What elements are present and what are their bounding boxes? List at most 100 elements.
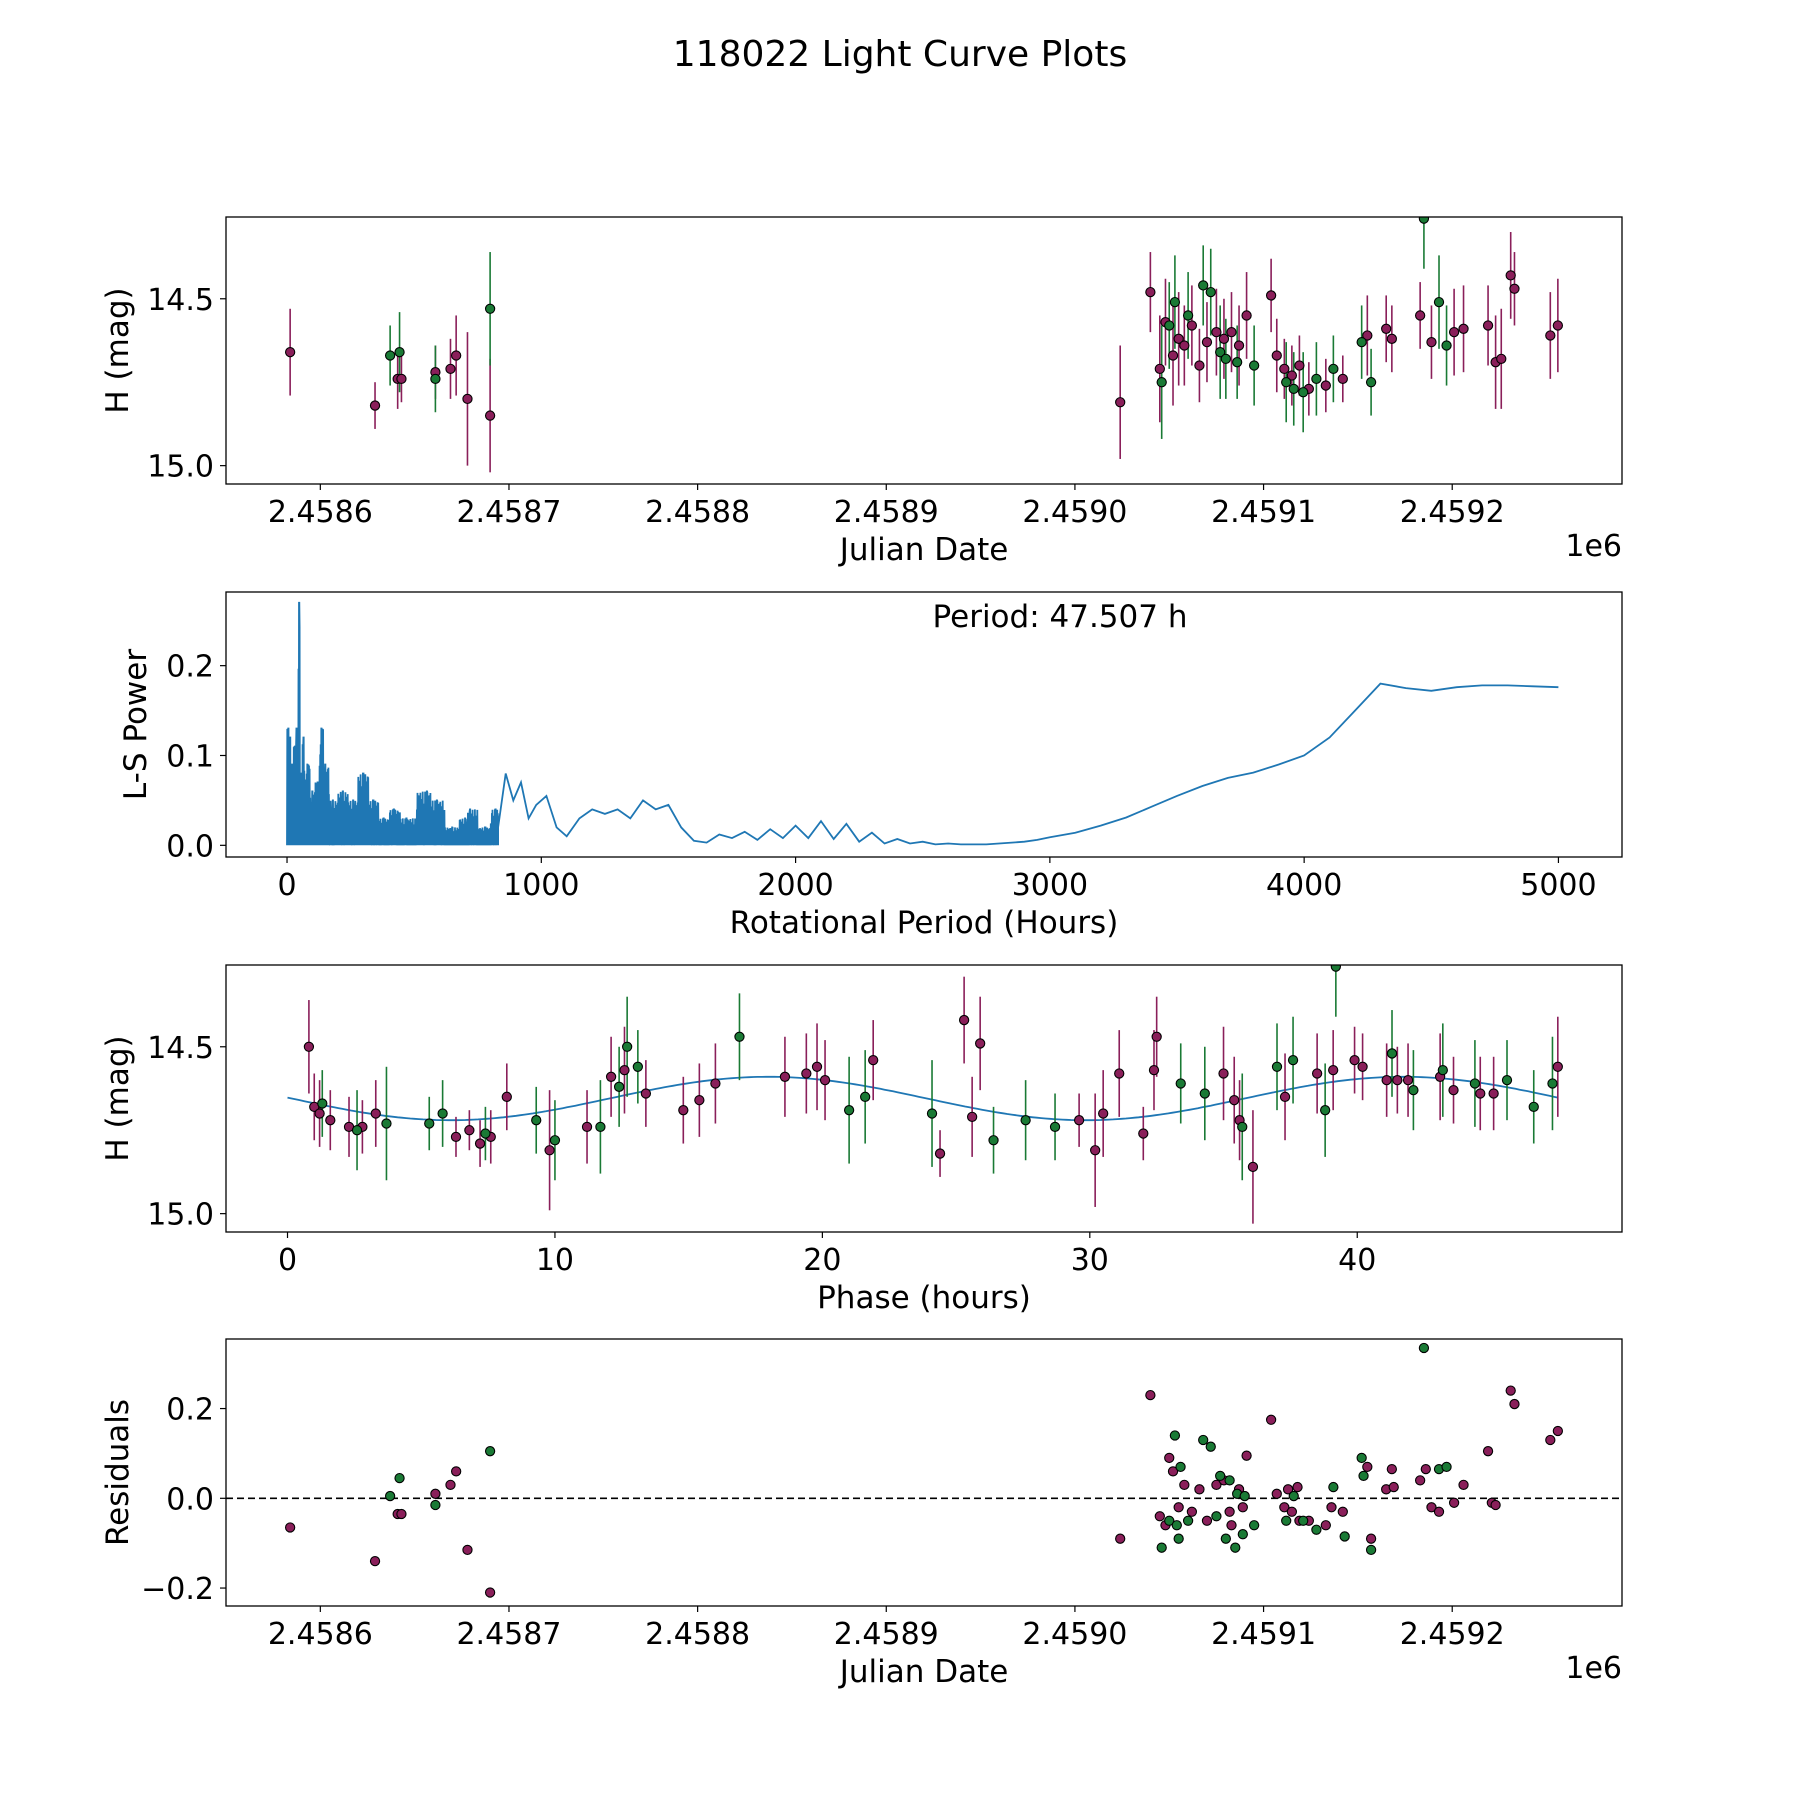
- phased-plot-area: [287, 965, 1563, 1224]
- data-point: [1381, 323, 1392, 334]
- data-point: [710, 1078, 721, 1089]
- y-tick-label: 14.5: [147, 283, 214, 318]
- x-axis-label: Rotational Period (Hours): [730, 905, 1119, 941]
- data-point: [325, 1115, 336, 1126]
- y-tick-label: 14.5: [147, 1031, 214, 1066]
- data-point: [394, 1472, 405, 1484]
- data-point: [1201, 337, 1213, 348]
- data-point: [396, 1508, 407, 1520]
- periodogram-frame: [225, 591, 1623, 858]
- data-point: [1154, 363, 1165, 375]
- data-point: [284, 1522, 296, 1533]
- data-point: [1482, 320, 1494, 331]
- data-point: [1311, 1068, 1323, 1079]
- data-point: [1388, 1481, 1399, 1493]
- data-point: [1547, 1078, 1558, 1089]
- data-point: [1164, 1515, 1175, 1526]
- y-axis-label: L-S Power: [118, 649, 154, 800]
- data-point: [369, 400, 381, 411]
- x-tick-label: 2.4589: [834, 495, 939, 530]
- data-point: [1173, 1502, 1184, 1513]
- data-point: [549, 1135, 561, 1146]
- data-point: [370, 1108, 381, 1119]
- data-point: [1441, 1461, 1452, 1473]
- data-point: [451, 1466, 462, 1477]
- residuals-panel: 2.4586 2.4587 2.4588 2.4589 2.4590 2.4591 2.45…: [100, 1338, 1623, 1690]
- data-point: [1365, 377, 1377, 388]
- data-point: [1426, 1502, 1437, 1513]
- y-tick-label: 0.0: [166, 1482, 214, 1517]
- data-point: [430, 1488, 441, 1499]
- data-point: [381, 1118, 392, 1129]
- data-point: [1552, 320, 1564, 331]
- data-point: [484, 1587, 496, 1598]
- data-point: [1320, 380, 1331, 391]
- data-point: [1229, 1095, 1240, 1106]
- data-point: [1288, 1490, 1299, 1502]
- data-point: [1358, 1470, 1369, 1482]
- data-point: [474, 1138, 486, 1149]
- data-point: [1218, 333, 1230, 344]
- data-point: [1241, 1450, 1252, 1461]
- data-point: [1509, 1398, 1520, 1410]
- data-point: [437, 1108, 448, 1119]
- residuals-frame: [225, 1338, 1623, 1607]
- data-point: [1224, 1506, 1235, 1517]
- x-offset-label: 1e6: [1565, 529, 1622, 564]
- figure-title: 118022 Light Curve Plots: [673, 34, 1127, 75]
- data-point: [843, 1105, 855, 1116]
- data-point: [1362, 1461, 1373, 1473]
- period-annotation: Period: 47.507 h: [933, 599, 1188, 635]
- x-tick-label: 20: [803, 1243, 841, 1278]
- data-point: [384, 350, 396, 361]
- x-tick-label: 2.4590: [1022, 495, 1127, 530]
- data-point: [1205, 1441, 1216, 1452]
- data-point: [480, 1128, 491, 1139]
- data-point: [451, 350, 462, 361]
- data-point: [1154, 1511, 1165, 1522]
- x-tick-label: 0: [278, 1243, 297, 1278]
- data-point: [1151, 1031, 1162, 1042]
- data-point: [430, 1499, 441, 1511]
- data-point: [1233, 340, 1245, 351]
- data-point: [1173, 333, 1184, 344]
- data-point: [1349, 1054, 1360, 1066]
- x-tick-label: 2.4590: [1022, 1617, 1127, 1652]
- data-point: [394, 347, 405, 358]
- data-point: [1381, 1074, 1392, 1086]
- y-tick-label: −0.2: [141, 1572, 214, 1607]
- periodogram-panel: 0 1000 2000 3000 4000 5000 0.0 0.1 0.2 Rotational…: [118, 591, 1623, 941]
- data-point: [1073, 1115, 1085, 1126]
- data-point: [1337, 373, 1348, 385]
- data-point: [1145, 286, 1156, 298]
- data-point: [1226, 326, 1237, 338]
- data-point: [484, 410, 496, 421]
- data-point: [1545, 330, 1556, 341]
- data-point: [1271, 1488, 1282, 1499]
- x-tick-label: 2000: [757, 868, 833, 903]
- data-point: [694, 1095, 705, 1106]
- data-point: [1271, 350, 1282, 361]
- x-tick-label: 5000: [1520, 868, 1596, 903]
- data-point: [501, 1091, 512, 1102]
- data-point: [1337, 1506, 1348, 1517]
- data-point: [1328, 1481, 1339, 1493]
- ls-power-line: [286, 601, 1559, 846]
- data-point: [1402, 1074, 1414, 1086]
- data-point: [1156, 377, 1167, 388]
- x-tick-label: 2.4586: [268, 1617, 373, 1652]
- data-point: [1496, 353, 1507, 364]
- x-tick-label: 1000: [503, 868, 579, 903]
- x-tick-label: 0: [277, 868, 296, 903]
- data-point: [988, 1135, 999, 1146]
- data-point: [1279, 1091, 1291, 1102]
- data-point: [1279, 363, 1290, 375]
- data-point: [396, 373, 407, 385]
- data-point: [1357, 1061, 1368, 1072]
- data-point: [1211, 326, 1222, 338]
- data-point: [1281, 1515, 1292, 1526]
- data-point: [1448, 326, 1460, 338]
- data-point: [1501, 1074, 1513, 1086]
- x-tick-label: 2.4591: [1211, 495, 1316, 530]
- data-point: [1356, 337, 1367, 348]
